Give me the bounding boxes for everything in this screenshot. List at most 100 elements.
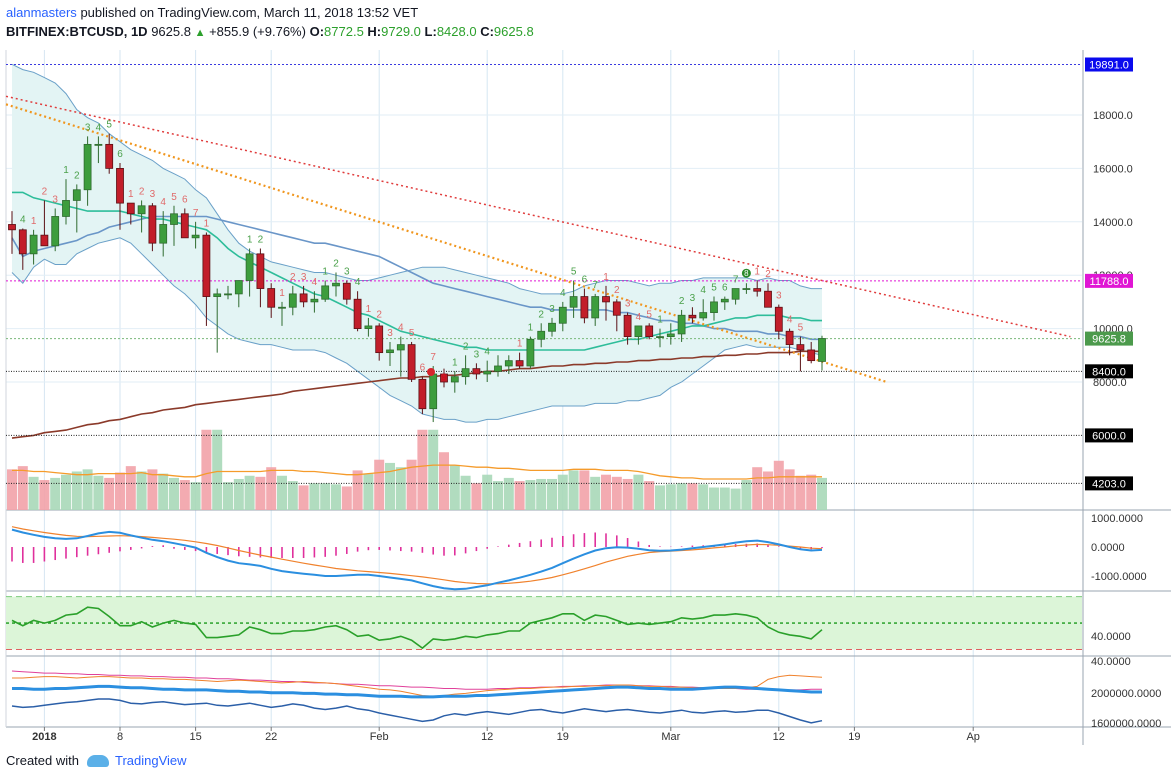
candle-body xyxy=(180,213,189,239)
volume-bar xyxy=(709,487,719,510)
candle xyxy=(710,296,718,321)
price-label-bg xyxy=(1085,476,1133,491)
candle-body xyxy=(612,301,621,316)
volume-bar xyxy=(590,476,601,510)
candle-body xyxy=(569,296,578,308)
volume-bar xyxy=(601,474,611,510)
ma-teal-line xyxy=(12,191,822,351)
macd-line xyxy=(11,528,823,591)
candle-body xyxy=(94,143,103,146)
candle-body xyxy=(256,253,265,289)
td-label: 4 xyxy=(398,323,404,334)
candle-body xyxy=(764,290,772,308)
price-label-box: 8400.0 xyxy=(1085,364,1133,379)
candle xyxy=(18,228,27,270)
td-label: 6 xyxy=(117,149,123,160)
time-tick-label: 19 xyxy=(848,731,860,743)
candle-body xyxy=(224,293,232,296)
candle-body xyxy=(580,296,589,319)
candle xyxy=(116,163,124,230)
candle xyxy=(785,328,794,356)
td-label: 2 xyxy=(538,309,544,320)
up-triangle-icon: ▲ xyxy=(194,27,206,39)
price-label-box: 6000.0 xyxy=(1085,428,1133,443)
candle-body xyxy=(688,314,697,319)
time-tick-label: 19 xyxy=(557,731,569,743)
candle-body xyxy=(807,349,816,362)
last-price: 9625.8 xyxy=(151,24,191,39)
td-label: 3 xyxy=(690,293,696,304)
author-link[interactable]: alanmasters xyxy=(6,5,77,20)
candle-body xyxy=(656,336,664,339)
volume-bar xyxy=(719,487,730,510)
volume-bar xyxy=(806,474,817,510)
candle xyxy=(386,341,394,366)
volume-bar xyxy=(147,469,158,510)
td-label: 4 xyxy=(787,315,793,326)
td-label: 6 xyxy=(182,194,188,205)
td-label: 3 xyxy=(474,349,480,360)
candle-body xyxy=(234,280,243,295)
bollinger-lower xyxy=(11,237,823,423)
td-label: 4 xyxy=(96,122,102,133)
volume-bar xyxy=(676,483,687,510)
volume-bar xyxy=(320,483,331,510)
lower-tick-label: 40.0000 xyxy=(1091,656,1131,668)
candle-body xyxy=(396,344,405,351)
candle-body xyxy=(137,205,146,215)
td-label: 4 xyxy=(636,312,642,323)
tradingview-link[interactable]: TradingView xyxy=(86,753,187,768)
td-label: 1 xyxy=(204,218,210,229)
candle-body xyxy=(386,349,394,354)
candle-body xyxy=(710,301,718,313)
candle xyxy=(699,299,708,321)
td-circle-marker xyxy=(427,367,435,376)
macd-tick-label: -1000.0000 xyxy=(1091,571,1147,583)
volume-bar xyxy=(125,466,136,510)
td-label: 1 xyxy=(128,189,134,200)
volume-bar xyxy=(557,474,568,510)
footer: Created with TradingView xyxy=(6,753,187,768)
candle xyxy=(666,323,675,345)
price-label-bg xyxy=(1085,273,1133,288)
candle-body xyxy=(105,143,114,169)
volume-bar xyxy=(223,482,233,510)
candle xyxy=(774,304,783,340)
volume-bar xyxy=(244,475,255,510)
candle-body xyxy=(742,288,751,290)
time-tick-label: 12 xyxy=(481,731,493,743)
td-label: 3 xyxy=(625,299,631,310)
volume-bar xyxy=(536,478,547,510)
td-label: 2 xyxy=(376,309,382,320)
td-label: 3 xyxy=(776,291,782,302)
candle-body xyxy=(245,253,254,281)
volume-bar xyxy=(17,466,28,510)
volume-bar xyxy=(730,488,741,510)
candle-body xyxy=(774,306,783,332)
candle-body xyxy=(526,338,535,367)
price-tick-label: 8000.0 xyxy=(1093,377,1127,389)
volume-bar xyxy=(212,429,223,510)
volume-bar xyxy=(687,483,698,510)
candle xyxy=(634,325,643,345)
time-tick-label: 8 xyxy=(117,731,123,743)
volume-bar xyxy=(115,472,125,510)
candle-body xyxy=(191,234,200,239)
td-label: 4 xyxy=(484,347,490,358)
volume-bar xyxy=(817,477,827,510)
price-change: +855.9 (+9.76%) xyxy=(209,24,306,39)
lower-blue-thick-line xyxy=(12,684,822,699)
candle-body xyxy=(472,368,481,375)
volume-bar xyxy=(644,481,655,510)
candle-body xyxy=(666,333,675,338)
volume-bar xyxy=(309,483,320,510)
volume-bar xyxy=(439,452,449,510)
lower-blue-line xyxy=(11,698,823,724)
candle xyxy=(461,355,470,385)
price-label-bg xyxy=(1085,364,1133,379)
td-label: 4 xyxy=(160,197,166,208)
candle-body xyxy=(591,296,600,319)
cloud-icon xyxy=(86,754,109,767)
td-label: 5 xyxy=(711,283,717,294)
